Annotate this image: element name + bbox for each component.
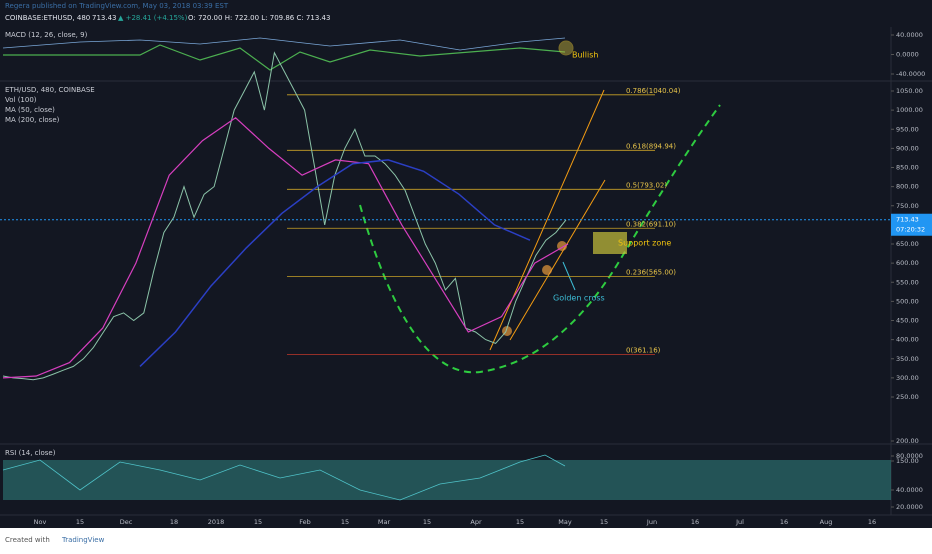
annotation: Golden cross: [553, 294, 605, 303]
indicator-label: ETH/USD, 480, COINBASE: [5, 86, 95, 94]
x-axis-label: 15: [423, 518, 431, 526]
x-axis-label: 16: [780, 518, 788, 526]
chart-background: [0, 0, 932, 528]
annotation: Bullish: [572, 51, 598, 60]
axis-label: 800.00: [896, 183, 919, 191]
x-axis-label: Apr: [470, 518, 482, 526]
price-ma200: [139, 159, 531, 367]
symbol: COINBASE:ETHUSD, 480: [5, 14, 90, 22]
axis-label: 850.00: [896, 164, 919, 172]
x-axis-label: Feb: [299, 518, 311, 526]
x-axis-label: May: [558, 518, 572, 526]
axis-label: 750.00: [896, 202, 919, 210]
rsi-line-sketch: [2, 454, 566, 501]
channel-line: [489, 89, 605, 351]
x-axis-label: Mar: [378, 518, 391, 526]
fib-label: 0(361.16): [626, 346, 661, 354]
axis-label: 900.00: [896, 144, 919, 152]
arrow: [562, 261, 576, 291]
axis-label: 500.00: [896, 297, 919, 305]
axis-label: 950.00: [896, 125, 919, 133]
channel-line: [509, 179, 606, 341]
axis-label: 200.00: [896, 437, 919, 445]
change: ▲ +28.41 (+4.15%): [118, 14, 188, 22]
indicator-label: Vol (100): [5, 96, 37, 104]
footer-created: Created with: [5, 536, 50, 544]
x-axis-label: 16: [691, 518, 699, 526]
x-axis-label: 15: [76, 518, 84, 526]
price-ma50: [2, 117, 569, 379]
axis-label: 1000.00: [896, 106, 923, 114]
x-axis-label: Dec: [120, 518, 133, 526]
indicator-label: MA (200, close): [5, 116, 60, 124]
cup-curve: [359, 104, 721, 374]
last: 713.43: [92, 14, 117, 22]
fib-label: 0.786(1040.04): [626, 87, 681, 95]
axis-label: 400.00: [896, 336, 919, 344]
footer-brand: TradingView: [61, 536, 105, 544]
annotation: Support zone: [618, 239, 671, 248]
axis-label: 350.00: [896, 355, 919, 363]
fib-label: 0.382(691.10): [626, 220, 676, 228]
macd-label: MACD (12, 26, close, 9): [5, 31, 88, 39]
axis-label: -40.0000: [896, 70, 925, 78]
publisher: Regera published on TradingView.com, May…: [5, 2, 229, 10]
axis-label: 1050.00: [896, 87, 923, 95]
indicator-label: MA (50, close): [5, 106, 55, 114]
bullish-marker: [558, 40, 574, 56]
footer-bar: [0, 528, 932, 550]
x-axis-label: Aug: [820, 518, 833, 526]
axis-label: 150.00: [896, 457, 919, 465]
axis-label: 0.0000: [896, 51, 919, 59]
fib-label: 0.618(894.94): [626, 142, 676, 150]
macd-histogram-sketch: [3, 44, 566, 71]
x-axis-label: 15: [341, 518, 349, 526]
x-axis-label: 15: [516, 518, 524, 526]
axis-label: 600.00: [896, 259, 919, 267]
axis-label: 80.0000: [896, 452, 923, 460]
x-axis-label: Jun: [646, 518, 657, 526]
x-axis-label: 18: [170, 518, 178, 526]
x-axis-label: 15: [600, 518, 608, 526]
support-box: [593, 232, 627, 254]
ohlc: O: 720.00 H: 722.00 L: 709.86 C: 713.43: [188, 14, 330, 22]
axis-label: 40.0000: [896, 31, 923, 39]
x-axis-label: Nov: [34, 518, 47, 526]
x-axis-label: 2018: [208, 518, 225, 526]
axis-label: 650.00: [896, 240, 919, 248]
axis-label: 250.00: [896, 393, 919, 401]
macd-line-sketch: [2, 37, 566, 51]
countdown: 07:20:32: [896, 226, 925, 234]
axis-label: 300.00: [896, 374, 919, 382]
x-axis-label: 15: [254, 518, 262, 526]
last-price-box: [891, 213, 932, 236]
axis-label: 40.0000: [896, 486, 923, 494]
axis-label: 550.00: [896, 278, 919, 286]
axis-label: 450.00: [896, 317, 919, 325]
fib-label: 0.5(793.02): [626, 181, 667, 189]
x-axis-label: Jul: [735, 518, 744, 526]
rsi-band: [3, 460, 891, 500]
highlight: [542, 265, 552, 275]
last-price-label: 713.43: [896, 216, 919, 224]
x-axis-label: 16: [868, 518, 876, 526]
fib-label: 0.236(565.00): [626, 269, 676, 277]
axis-label: 20.0000: [896, 503, 923, 511]
rsi-label: RSI (14, close): [5, 449, 56, 457]
